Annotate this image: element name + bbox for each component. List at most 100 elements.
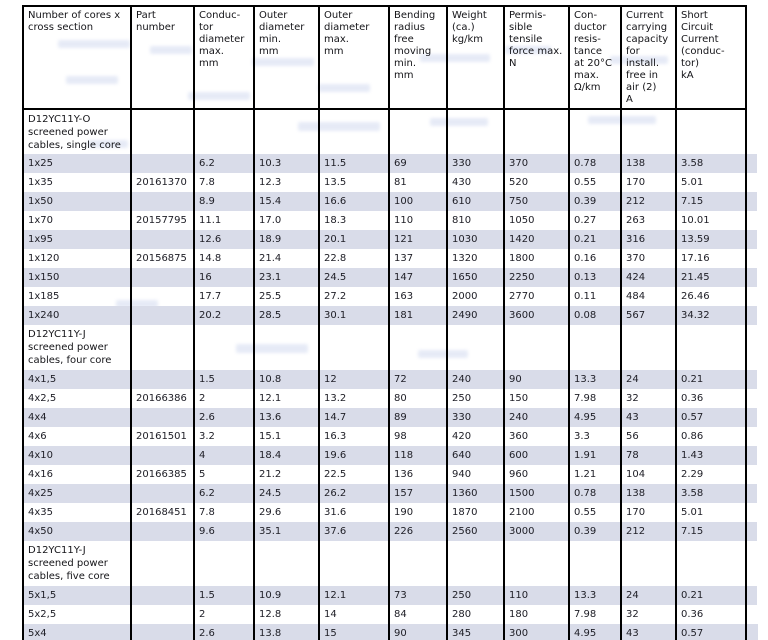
row-spacer	[746, 306, 758, 325]
value-cell: 1.43	[675, 446, 747, 465]
section-empty-cell	[130, 109, 195, 154]
value-cell: 11.5	[318, 154, 390, 173]
value-cell: 22.8	[318, 249, 390, 268]
cores-cross-section-cell: 4x1,5	[22, 370, 132, 389]
section-title-row: D12YC11Y-O screened power cables, single…	[22, 109, 758, 154]
value-cell: 1360	[446, 484, 505, 503]
column-header-1: Part number	[130, 5, 195, 110]
cores-cross-section-cell: 1x70	[22, 211, 132, 230]
cores-cross-section-cell: 4x6	[22, 427, 132, 446]
value-cell: 370	[620, 249, 677, 268]
value-cell: 20161370	[130, 173, 195, 192]
value-cell: 610	[446, 192, 505, 211]
section-empty-cell	[193, 541, 255, 586]
row-spacer	[746, 586, 758, 605]
value-cell: 16	[193, 268, 255, 287]
section-empty-cell	[253, 541, 320, 586]
value-cell: 121	[388, 230, 448, 249]
value-cell: 29.6	[253, 503, 320, 522]
value-cell: 2.29	[675, 465, 747, 484]
value-cell: 0.08	[568, 306, 622, 325]
row-spacer	[746, 427, 758, 446]
value-cell: 13.8	[253, 624, 320, 640]
section-empty-cell	[675, 109, 747, 154]
row-spacer	[746, 370, 758, 389]
section-empty-cell	[568, 109, 622, 154]
cores-cross-section-cell: 4x50	[22, 522, 132, 541]
table-row: 1x35 20161370 7.8 12.3 13.5 81 430 520 0.55 170 5.…	[22, 173, 758, 192]
value-cell: 0.21	[675, 586, 747, 605]
value-cell: 2490	[446, 306, 505, 325]
value-cell: 0.57	[675, 408, 747, 427]
value-cell: 12.1	[253, 389, 320, 408]
value-cell: 43	[620, 408, 677, 427]
cores-cross-section-cell: 5x2,5	[22, 605, 132, 624]
row-spacer	[746, 541, 758, 586]
value-cell: 0.86	[675, 427, 747, 446]
value-cell: 5.01	[675, 503, 747, 522]
value-cell: 18.9	[253, 230, 320, 249]
value-cell: 15.4	[253, 192, 320, 211]
row-spacer	[746, 389, 758, 408]
value-cell: 4	[193, 446, 255, 465]
value-cell	[130, 522, 195, 541]
column-header-3: Outer diameter min. mm	[253, 5, 320, 110]
row-spacer	[746, 624, 758, 640]
value-cell: 2000	[446, 287, 505, 306]
section-empty-cell	[503, 325, 570, 370]
section-empty-cell	[446, 325, 505, 370]
cores-cross-section-cell: 5x1,5	[22, 586, 132, 605]
value-cell: 3.58	[675, 484, 747, 503]
section-empty-cell	[130, 325, 195, 370]
column-header-0: Number of cores x cross section	[22, 5, 132, 110]
value-cell: 13.5	[318, 173, 390, 192]
table-row: 1x120 20156875 14.8 21.4 22.8 137 1320 1800 0.16…	[22, 249, 758, 268]
value-cell: 24	[620, 370, 677, 389]
value-cell: 20157795	[130, 211, 195, 230]
value-cell: 750	[503, 192, 570, 211]
table-row: 4x16 20166385 5 21.2 22.5 136 940 960 1.21 104 2.2…	[22, 465, 758, 484]
section-empty-cell	[675, 541, 747, 586]
section-empty-cell	[388, 325, 448, 370]
row-spacer	[746, 109, 758, 154]
value-cell: 1870	[446, 503, 505, 522]
cores-cross-section-cell: 1x95	[22, 230, 132, 249]
value-cell: 11.1	[193, 211, 255, 230]
table-header: Number of cores x cross section Part numb…	[22, 5, 758, 110]
value-cell: 24.5	[318, 268, 390, 287]
value-cell: 3.3	[568, 427, 622, 446]
value-cell: 72	[388, 370, 448, 389]
value-cell: 212	[620, 522, 677, 541]
table-row: 4x10 4 18.4 19.6 118 640 600 1.91 78 1.43	[22, 446, 758, 465]
value-cell: 2560	[446, 522, 505, 541]
value-cell: 0.78	[568, 484, 622, 503]
section-empty-cell	[318, 109, 390, 154]
section-empty-cell	[446, 541, 505, 586]
value-cell: 12	[318, 370, 390, 389]
value-cell: 10.3	[253, 154, 320, 173]
value-cell: 960	[503, 465, 570, 484]
value-cell: 520	[503, 173, 570, 192]
section-empty-cell	[620, 541, 677, 586]
value-cell: 28.5	[253, 306, 320, 325]
column-header-7: Permis- sible tensile force max. N	[503, 5, 570, 110]
value-cell: 13.6	[253, 408, 320, 427]
value-cell: 0.39	[568, 192, 622, 211]
value-cell: 1320	[446, 249, 505, 268]
header-spacer	[746, 6, 758, 109]
value-cell: 0.13	[568, 268, 622, 287]
value-cell: 12.8	[253, 605, 320, 624]
value-cell: 0.55	[568, 503, 622, 522]
value-cell	[130, 287, 195, 306]
value-cell: 20156875	[130, 249, 195, 268]
value-cell	[130, 154, 195, 173]
value-cell: 0.11	[568, 287, 622, 306]
value-cell: 100	[388, 192, 448, 211]
table-row: 4x1,5 1.5 10.8 12 72 240 90 13.3 24 0.21	[22, 370, 758, 389]
cores-cross-section-cell: 1x35	[22, 173, 132, 192]
value-cell: 180	[503, 605, 570, 624]
value-cell: 250	[446, 586, 505, 605]
value-cell: 181	[388, 306, 448, 325]
value-cell: 14	[318, 605, 390, 624]
value-cell: 21.4	[253, 249, 320, 268]
